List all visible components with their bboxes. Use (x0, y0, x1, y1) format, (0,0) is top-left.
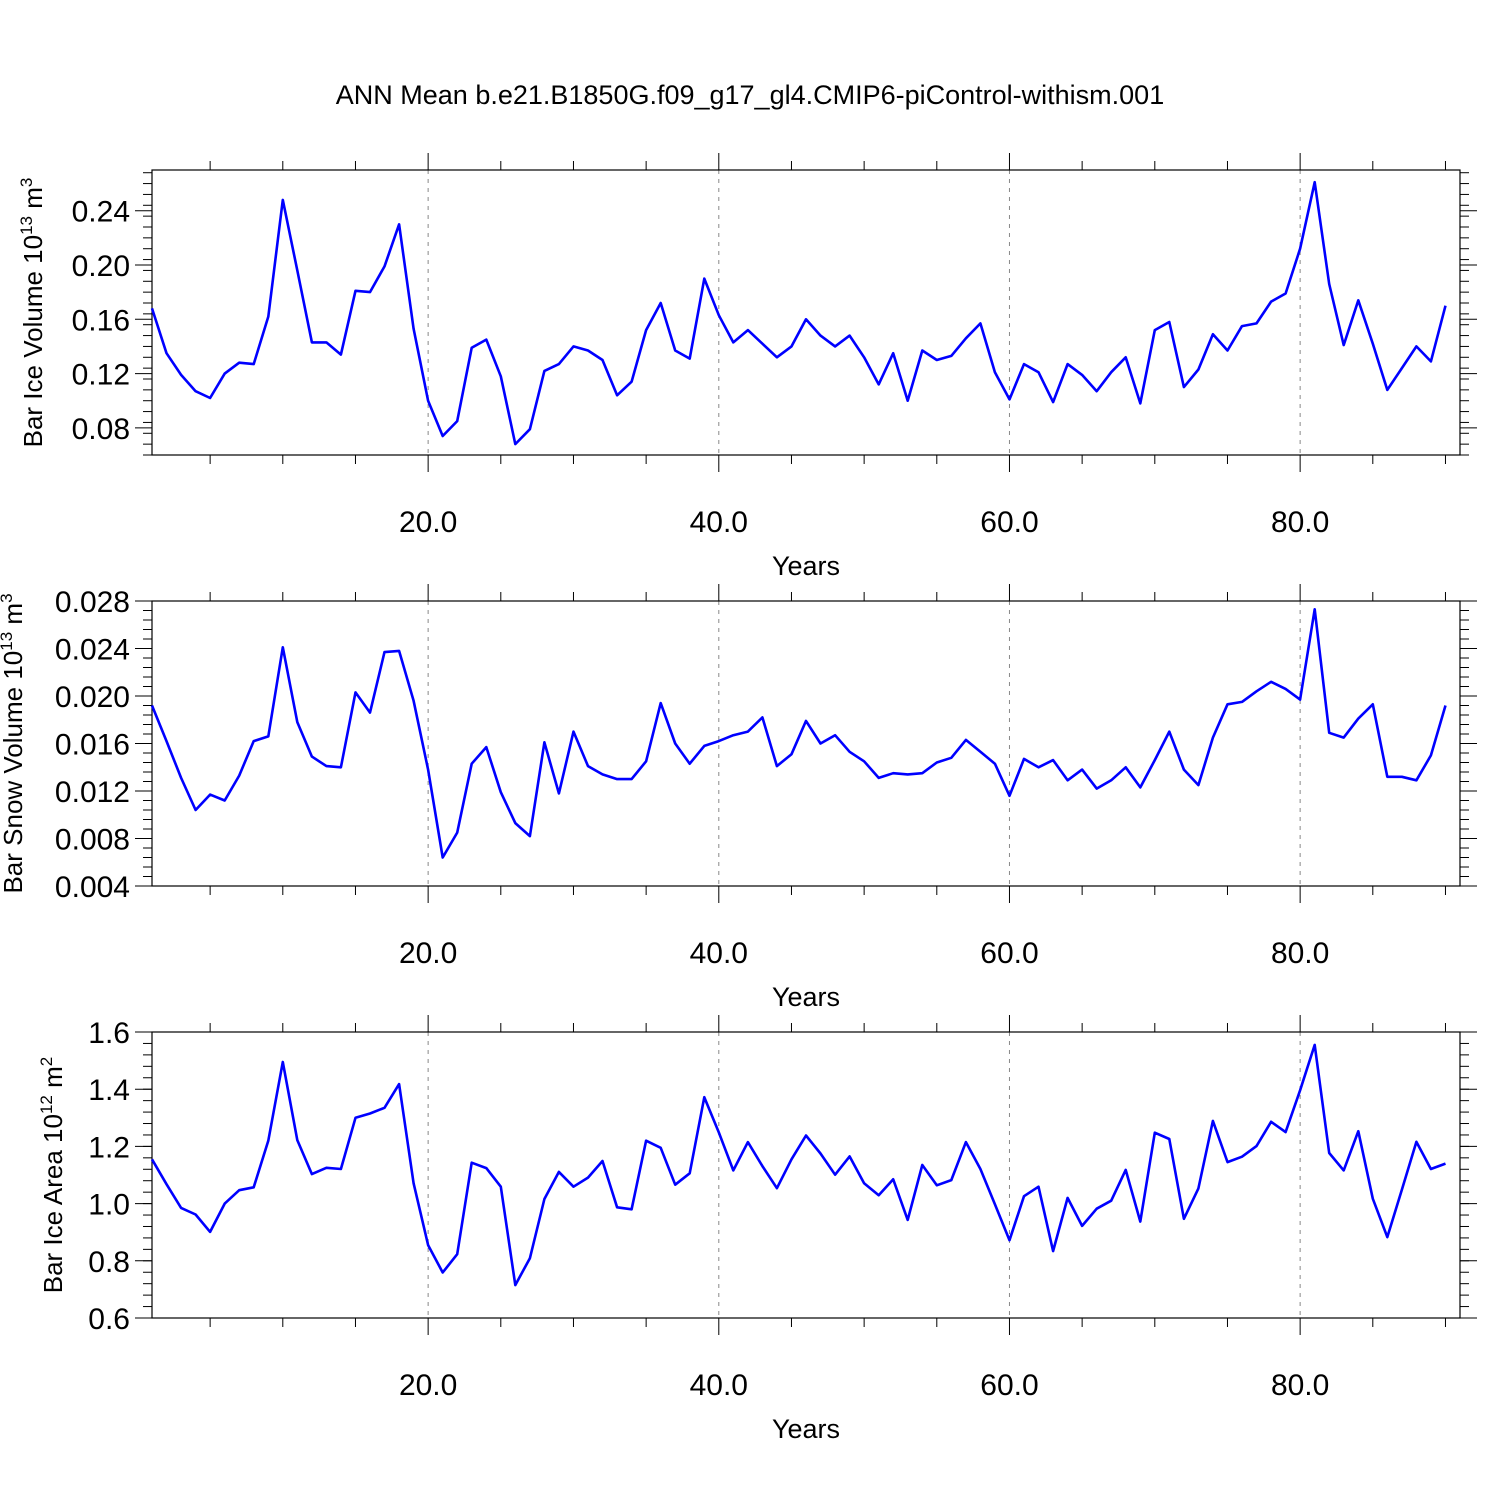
y-tick-label: 1.4 (88, 1074, 130, 1107)
y-tick-label: 0.020 (55, 681, 130, 714)
x-axis-title: Years (772, 982, 840, 1012)
series-line-1 (150, 607, 1447, 859)
y-tick-label: 0.08 (72, 413, 130, 446)
y-axis-title: Bar Ice Volume 1013 m3 (17, 178, 48, 448)
y-tick-label: 1.6 (88, 1017, 130, 1050)
x-axis-title: Years (772, 551, 840, 581)
y-tick-label: 1.0 (88, 1189, 130, 1222)
y-tick-label: 1.2 (88, 1131, 130, 1164)
x-tick-label: 40.0 (690, 506, 748, 539)
x-axis-title: Years (772, 1414, 840, 1444)
x-tick-label: 40.0 (690, 937, 748, 970)
y-tick-label: 0.24 (72, 196, 130, 229)
series-line-1 (150, 1043, 1446, 1287)
plot-frame (151, 600, 1461, 887)
y-axis-title: Bar Snow Volume 1013 m3 (0, 593, 28, 893)
x-tick-label: 20.0 (399, 506, 457, 539)
y-tick-label: 0.12 (72, 359, 130, 392)
x-tick-label: 80.0 (1271, 937, 1329, 970)
x-tick-label: 60.0 (980, 1369, 1038, 1402)
y-tick-label: 0.012 (55, 776, 130, 809)
x-tick-label: 60.0 (980, 506, 1038, 539)
y-tick-label: 0.016 (55, 729, 130, 762)
x-tick-label: 80.0 (1271, 506, 1329, 539)
y-tick-label: 0.004 (55, 871, 130, 904)
y-tick-label: 0.024 (55, 634, 130, 667)
x-tick-label: 20.0 (399, 937, 457, 970)
y-tick-label: 0.16 (72, 304, 130, 337)
series-line-1 (150, 180, 1447, 446)
y-tick-label: 0.008 (55, 824, 130, 857)
x-tick-label: 60.0 (980, 937, 1038, 970)
page-title: ANN Mean b.e21.B1850G.f09_g17_gl4.CMIP6-… (335, 80, 1165, 110)
plot-frame (151, 1031, 1461, 1319)
x-tick-label: 20.0 (399, 1369, 457, 1402)
chart-panel-2: 0.004 0.008 0.012 0.016 0.020 0.024 0.028 20.0 4… (0, 584, 1477, 1012)
y-tick-label: 0.20 (72, 250, 130, 283)
chart-panel-1: 0.08 0.12 0.16 0.20 0.24 20.0 40.0 60.0 80.0 Year… (17, 153, 1477, 581)
y-tick-label: 0.6 (88, 1303, 130, 1336)
x-tick-label: 80.0 (1271, 1369, 1329, 1402)
y-axis-title: Bar Ice Area 1012 m2 (37, 1057, 68, 1294)
chart-panel-3: 0.6 0.8 1.0 1.2 1.4 1.6 20.0 40.0 60.0 80.0 Years B… (37, 1015, 1477, 1444)
x-tick-label: 40.0 (690, 1369, 748, 1402)
y-tick-label: 0.8 (88, 1246, 130, 1279)
y-tick-label: 0.028 (55, 586, 130, 619)
